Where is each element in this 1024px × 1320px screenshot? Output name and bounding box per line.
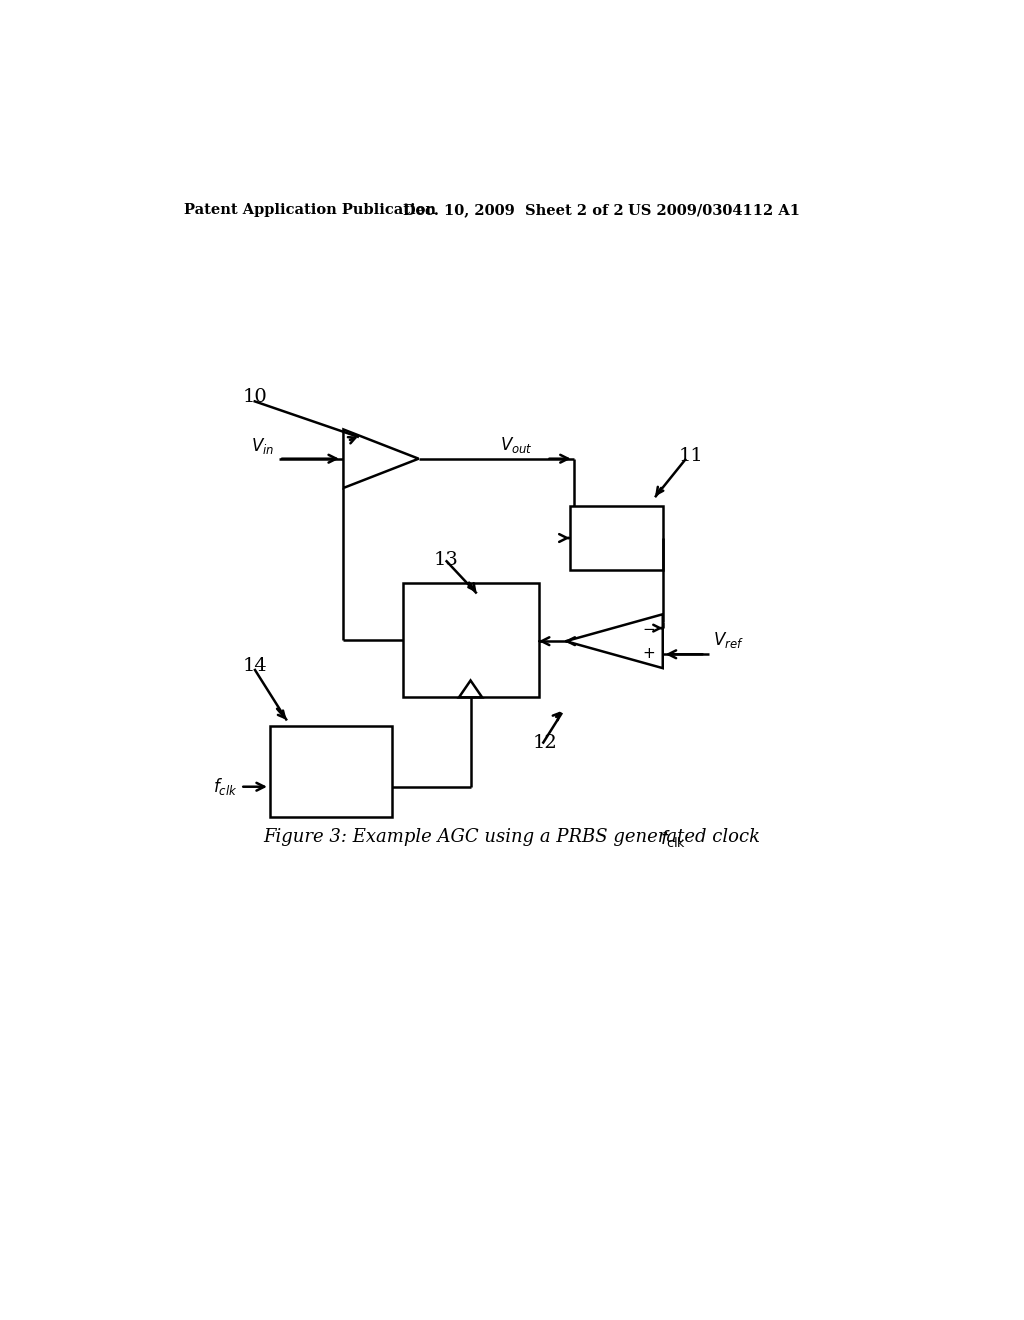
Text: 11: 11: [678, 447, 703, 465]
Text: $V_{ref}$: $V_{ref}$: [713, 631, 744, 651]
Text: $f_{\mathrm{clk}}$: $f_{\mathrm{clk}}$: [660, 829, 686, 849]
Text: Figure 3: Example AGC using a PRBS generated clock: Figure 3: Example AGC using a PRBS gener…: [263, 829, 766, 846]
Text: 10: 10: [243, 388, 267, 405]
Text: Patent Application Publication: Patent Application Publication: [183, 203, 436, 216]
Text: 13: 13: [434, 552, 459, 569]
Text: US 2009/0304112 A1: US 2009/0304112 A1: [628, 203, 800, 216]
Text: 12: 12: [532, 734, 557, 752]
Bar: [403, 583, 539, 697]
Text: 14: 14: [243, 657, 267, 676]
Bar: [270, 726, 392, 817]
Text: $V_{out}$: $V_{out}$: [500, 434, 532, 455]
Bar: [569, 507, 663, 570]
Text: $-$: $-$: [642, 622, 655, 635]
Text: $+$: $+$: [642, 647, 655, 661]
Text: Dec. 10, 2009  Sheet 2 of 2: Dec. 10, 2009 Sheet 2 of 2: [403, 203, 624, 216]
Text: $f_{clk}$: $f_{clk}$: [213, 776, 238, 797]
Text: $V_{in}$: $V_{in}$: [251, 436, 273, 455]
